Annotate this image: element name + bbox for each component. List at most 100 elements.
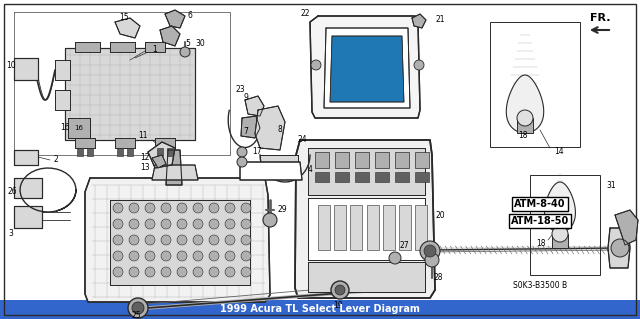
Circle shape: [129, 267, 139, 277]
Circle shape: [145, 219, 155, 229]
Polygon shape: [308, 148, 425, 195]
Bar: [350, 205, 362, 250]
Text: 12: 12: [141, 153, 150, 162]
Text: 24: 24: [298, 136, 308, 145]
Polygon shape: [75, 138, 95, 148]
Polygon shape: [160, 26, 180, 46]
Polygon shape: [308, 262, 425, 292]
Circle shape: [209, 235, 219, 245]
Polygon shape: [85, 178, 270, 302]
Polygon shape: [65, 48, 195, 140]
Polygon shape: [115, 138, 135, 148]
Circle shape: [414, 60, 424, 70]
Polygon shape: [145, 42, 165, 52]
Circle shape: [161, 203, 171, 213]
Polygon shape: [241, 116, 260, 138]
Text: 28: 28: [434, 273, 444, 283]
Text: ATM-8-40: ATM-8-40: [515, 199, 566, 209]
Circle shape: [237, 147, 247, 157]
Circle shape: [225, 267, 235, 277]
Circle shape: [180, 47, 190, 57]
Polygon shape: [260, 155, 298, 175]
Circle shape: [241, 219, 251, 229]
Text: S0K3-B3500 B: S0K3-B3500 B: [513, 280, 567, 290]
Bar: [167, 148, 173, 156]
Bar: [415, 172, 429, 182]
Circle shape: [611, 239, 629, 257]
Circle shape: [193, 235, 203, 245]
Text: 30: 30: [195, 40, 205, 48]
Polygon shape: [412, 14, 426, 28]
Bar: [77, 148, 83, 156]
Polygon shape: [115, 18, 140, 38]
Text: 3: 3: [8, 229, 13, 239]
Circle shape: [129, 251, 139, 261]
Text: 18: 18: [536, 240, 546, 249]
Text: 18: 18: [518, 130, 528, 139]
Text: 21: 21: [436, 16, 445, 25]
Bar: [355, 172, 369, 182]
Text: 10: 10: [6, 62, 15, 70]
Text: 17: 17: [252, 147, 262, 157]
Circle shape: [177, 251, 187, 261]
Circle shape: [161, 235, 171, 245]
Bar: [395, 172, 409, 182]
Circle shape: [145, 267, 155, 277]
Circle shape: [209, 251, 219, 261]
Bar: [335, 152, 349, 168]
Text: 1999 Acura TL Select Lever Diagram: 1999 Acura TL Select Lever Diagram: [220, 304, 420, 314]
Bar: [490, 22, 580, 147]
Text: 26: 26: [8, 188, 18, 197]
Text: 27: 27: [400, 241, 410, 250]
Polygon shape: [75, 42, 100, 52]
Circle shape: [113, 267, 123, 277]
Circle shape: [177, 203, 187, 213]
Circle shape: [517, 110, 533, 126]
Bar: [517, 118, 533, 133]
Bar: [127, 148, 133, 156]
Circle shape: [225, 235, 235, 245]
Circle shape: [113, 203, 123, 213]
Polygon shape: [55, 90, 70, 110]
Circle shape: [177, 235, 187, 245]
Polygon shape: [255, 106, 285, 150]
Circle shape: [145, 251, 155, 261]
Circle shape: [193, 219, 203, 229]
Bar: [87, 148, 93, 156]
Polygon shape: [110, 200, 250, 285]
Polygon shape: [14, 58, 38, 80]
Bar: [0, 300, 640, 319]
Polygon shape: [330, 36, 404, 102]
Circle shape: [113, 251, 123, 261]
Circle shape: [113, 235, 123, 245]
Bar: [530, 175, 600, 275]
Polygon shape: [148, 142, 175, 168]
Circle shape: [241, 235, 251, 245]
Bar: [315, 172, 329, 182]
Circle shape: [145, 203, 155, 213]
Text: 13: 13: [140, 164, 150, 173]
Polygon shape: [240, 162, 302, 180]
Text: 4: 4: [308, 166, 313, 174]
Text: 9: 9: [243, 93, 248, 102]
Circle shape: [209, 267, 219, 277]
Text: 14: 14: [554, 147, 564, 157]
Circle shape: [132, 302, 144, 314]
Circle shape: [193, 203, 203, 213]
Polygon shape: [545, 182, 575, 232]
Circle shape: [389, 252, 401, 264]
Polygon shape: [152, 165, 198, 180]
Circle shape: [311, 60, 321, 70]
Circle shape: [177, 267, 187, 277]
Text: 25: 25: [131, 310, 141, 319]
Bar: [355, 152, 369, 168]
Text: 16: 16: [74, 125, 83, 131]
Bar: [318, 205, 330, 250]
Circle shape: [209, 219, 219, 229]
Bar: [552, 234, 568, 248]
Polygon shape: [245, 96, 264, 116]
Bar: [117, 148, 123, 156]
Text: 1: 1: [152, 46, 157, 55]
Bar: [383, 205, 395, 250]
Bar: [315, 152, 329, 168]
